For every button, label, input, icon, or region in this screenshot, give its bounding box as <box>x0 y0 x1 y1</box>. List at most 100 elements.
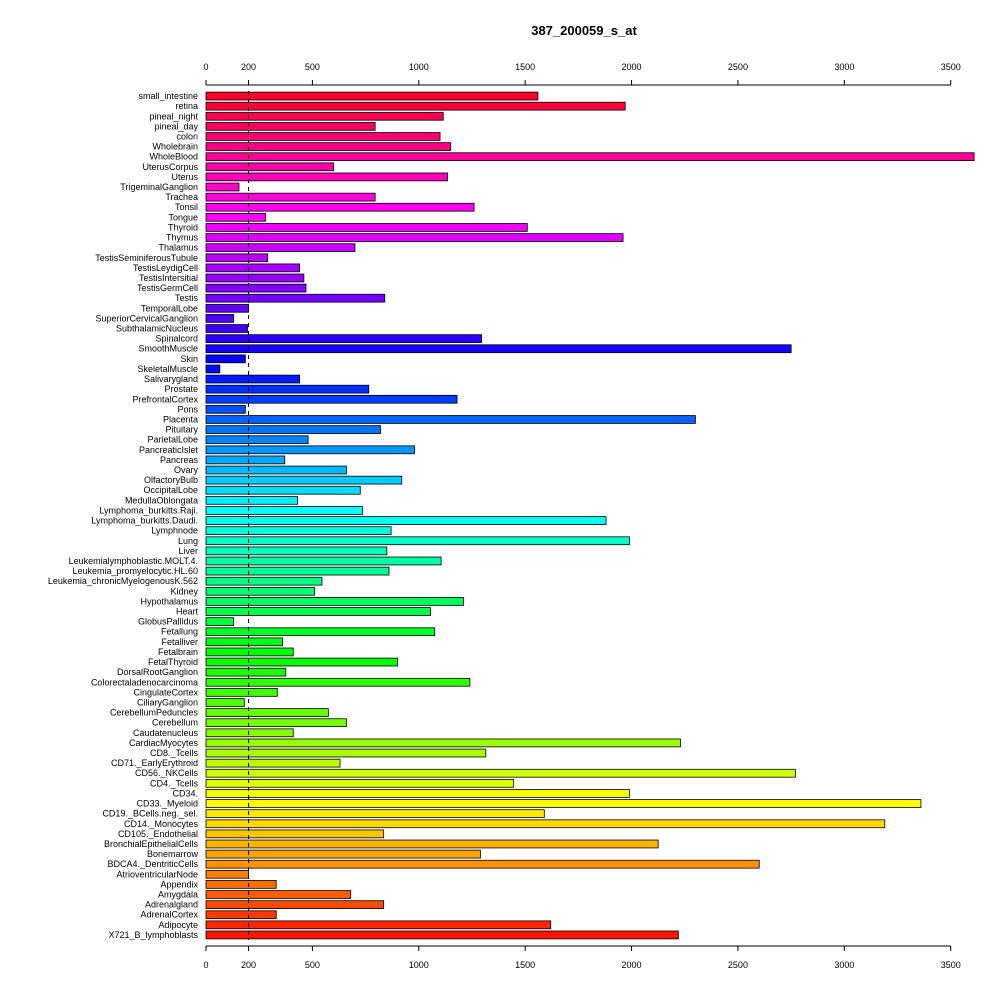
category-label: CD19._BCells.neg._sel. <box>102 809 198 819</box>
bar <box>205 101 626 111</box>
bar <box>205 586 315 596</box>
bar <box>205 415 696 424</box>
axis-tick-label: 0 <box>203 62 208 72</box>
axis-tick-label: 1500 <box>515 960 535 970</box>
category-label: SubthalamicNucleus <box>116 324 199 334</box>
category-label: Adipocyte <box>158 920 198 930</box>
category-label: TestisLeydigCell <box>133 263 198 273</box>
bar <box>205 657 398 667</box>
bar <box>205 768 796 778</box>
axis-tick-label: 2500 <box>728 62 748 72</box>
bar <box>205 597 464 606</box>
bar <box>205 455 286 465</box>
category-label: Thalamus <box>158 243 198 253</box>
category-label: ParietalLobe <box>147 435 198 445</box>
bar <box>205 314 235 323</box>
category-label: CardiacMyocytes <box>129 738 199 748</box>
bar <box>205 425 381 434</box>
bars-group <box>205 91 975 940</box>
category-label: CD34. <box>172 788 198 798</box>
category-label: pineal_night <box>149 111 198 121</box>
bar <box>205 880 277 889</box>
category-label: Heart <box>176 607 199 617</box>
axis-tick-label: 1500 <box>515 62 535 72</box>
bar <box>205 334 482 343</box>
bar <box>205 576 323 586</box>
bar <box>205 445 415 455</box>
bar <box>205 233 624 242</box>
category-label: TestisSeminiferousTubule <box>95 253 198 263</box>
bar <box>205 223 528 232</box>
bar <box>205 839 659 849</box>
category-label: MedullaOblongata <box>125 495 198 505</box>
category-label: CD105._Endothelial <box>118 829 198 839</box>
bar <box>205 799 922 808</box>
bar <box>205 91 539 101</box>
bar <box>205 122 376 131</box>
bar <box>205 152 975 162</box>
x-axis-top: 0 200 500 1000 1500 2000 2500 3000 3500 <box>203 62 961 86</box>
category-label: Pancreas <box>160 455 199 465</box>
axis-tick-label: 3500 <box>941 960 961 970</box>
bar <box>205 607 431 616</box>
bar <box>205 142 452 151</box>
bar <box>205 374 301 384</box>
category-label: Cerebellum <box>152 718 198 728</box>
bar <box>205 708 329 717</box>
category-label: colon <box>176 131 198 141</box>
category-label: Tonsil <box>175 202 198 212</box>
category-label: Fetallung <box>161 627 198 637</box>
bar <box>205 111 444 121</box>
category-label: Appendix <box>160 879 198 889</box>
category-label: Fetalbrain <box>158 647 198 657</box>
category-label: Salivarygland <box>144 374 198 384</box>
category-label: Lymphoma_burkitts.Daudi. <box>91 516 198 526</box>
bar <box>205 859 760 869</box>
bar <box>205 465 347 475</box>
category-label: Lung <box>178 536 198 546</box>
bar <box>205 546 388 556</box>
bar <box>205 778 514 788</box>
bar <box>205 738 681 748</box>
axis-tick-label: 500 <box>305 960 320 970</box>
category-label: Wholebrain <box>152 142 198 152</box>
category-label: X721_B_lymphoblasts <box>108 930 198 940</box>
x-axis-bottom: 0 200 500 1000 1500 2000 2500 3000 3500 <box>203 945 961 970</box>
category-label: Tongue <box>168 212 198 222</box>
bar <box>205 809 545 819</box>
category-label: CD4._Tcells <box>150 778 199 788</box>
category-label: Leukemialymphoblastic.MOLT.4. <box>69 556 198 566</box>
category-label: Uterus <box>171 172 198 182</box>
category-label: Kidney <box>170 586 198 596</box>
bar <box>205 890 352 899</box>
category-label: Thyroid <box>168 222 198 232</box>
category-label: Placenta <box>163 414 198 424</box>
axis-tick-label: 3000 <box>834 960 854 970</box>
category-label: CD33._Myeloid <box>136 799 198 809</box>
bar <box>205 263 301 273</box>
bar <box>205 900 385 909</box>
category-label: Ovary <box>174 465 199 475</box>
category-label: Leukemia_promyelocytic.HL.60 <box>72 566 198 576</box>
category-label: BDCA4._DentriticCells <box>107 859 198 869</box>
category-label: CingulateCortex <box>133 687 198 697</box>
category-label: CiliaryGanglion <box>137 697 198 707</box>
bar <box>205 789 630 798</box>
bar <box>205 405 246 414</box>
category-label: Pons <box>177 404 198 414</box>
category-label: OlfactoryBulb <box>144 475 198 485</box>
bar <box>205 364 221 374</box>
category-label: SuperiorCervicalGanglion <box>95 313 198 323</box>
category-label: retina <box>175 101 198 111</box>
bar <box>205 485 361 495</box>
category-label: Testis <box>175 293 199 303</box>
bar <box>205 182 240 192</box>
bar <box>205 627 436 637</box>
bar <box>205 324 248 333</box>
bar <box>205 930 679 940</box>
category-label: Prostate <box>164 384 198 394</box>
category-label: UterusCorpus <box>142 162 198 172</box>
bar <box>205 677 471 687</box>
bar <box>205 384 370 394</box>
